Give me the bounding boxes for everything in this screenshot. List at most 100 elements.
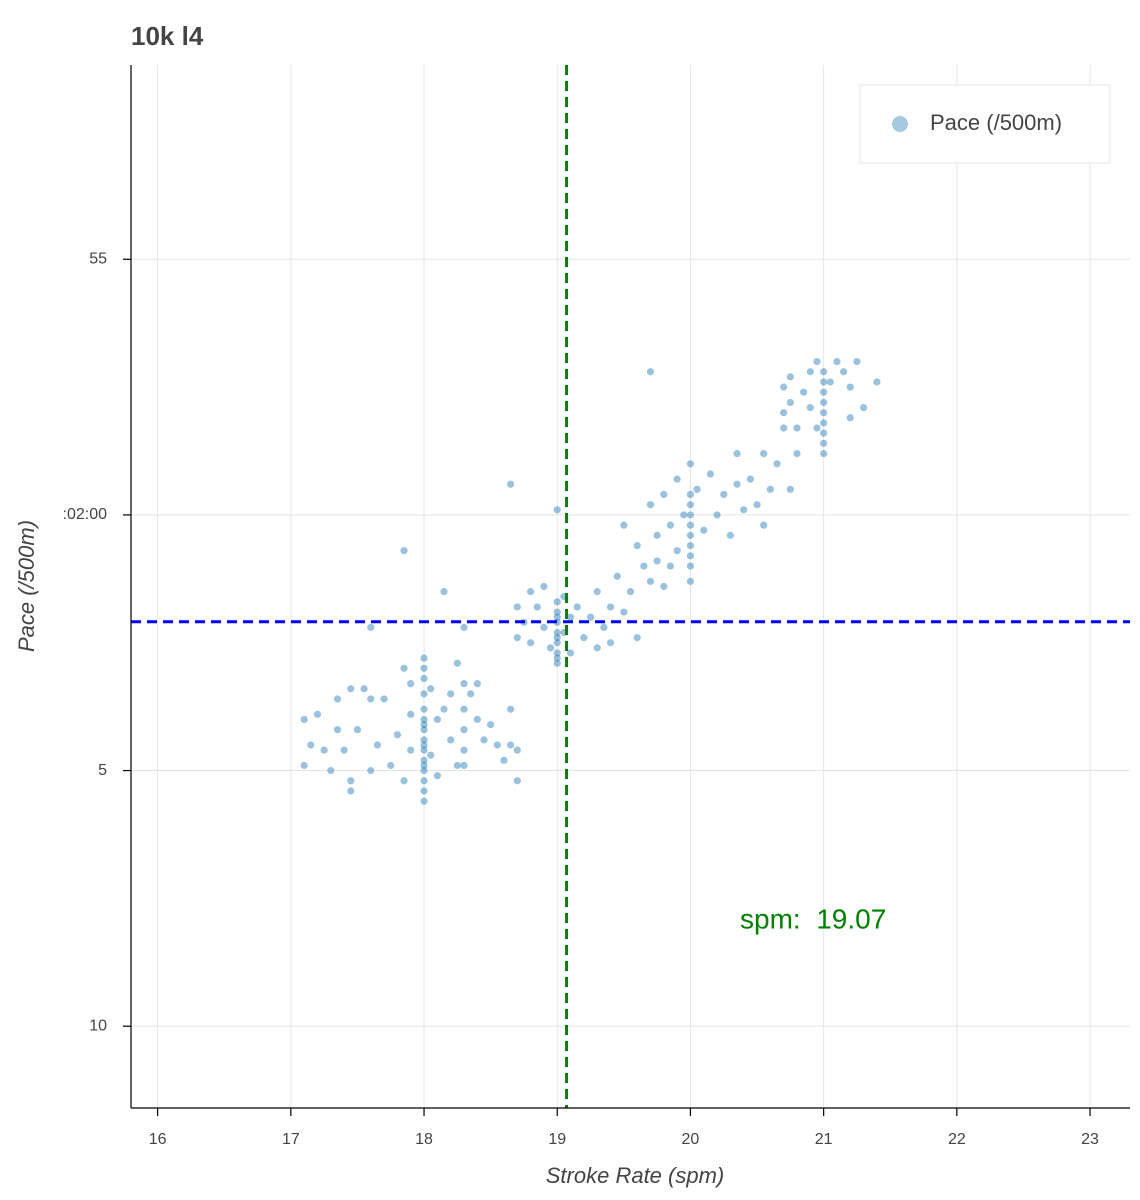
- point: [540, 582, 548, 591]
- point: [553, 634, 561, 642]
- point: [353, 726, 362, 734]
- point: [686, 541, 695, 550]
- point: [786, 485, 794, 493]
- chart-title: 10k l4: [131, 21, 204, 51]
- point: [613, 572, 621, 580]
- y-tick-label: :02:00: [63, 506, 108, 523]
- point: [686, 521, 695, 529]
- x-tick-label: 16: [149, 1131, 167, 1148]
- point: [420, 720, 428, 729]
- point: [706, 470, 715, 478]
- point: [420, 674, 428, 683]
- point: [420, 726, 428, 734]
- point: [300, 715, 308, 724]
- y-tick-label: 10: [89, 1017, 107, 1034]
- point: [546, 644, 555, 652]
- x-tick-label: 21: [815, 1131, 833, 1148]
- point: [420, 690, 428, 698]
- point: [580, 634, 588, 642]
- point: [633, 634, 641, 642]
- point: [753, 501, 761, 509]
- point: [433, 772, 441, 780]
- legend-marker: [892, 116, 908, 132]
- point: [686, 531, 695, 539]
- point: [620, 608, 628, 616]
- point: [407, 680, 415, 688]
- point: [653, 531, 661, 539]
- point: [553, 628, 561, 637]
- point: [593, 644, 601, 652]
- point: [320, 746, 328, 754]
- point: [646, 368, 655, 376]
- point: [833, 357, 841, 366]
- point: [813, 424, 821, 432]
- point: [686, 501, 695, 509]
- point: [473, 680, 481, 688]
- point: [347, 787, 355, 795]
- point: [440, 705, 448, 713]
- reference-lines: [131, 65, 1130, 1108]
- point: [507, 705, 515, 713]
- point: [626, 588, 635, 596]
- point: [347, 685, 355, 693]
- point: [673, 475, 681, 483]
- point: [646, 501, 655, 509]
- point: [773, 460, 781, 468]
- point: [606, 603, 615, 611]
- point: [846, 414, 854, 422]
- point: [573, 603, 581, 611]
- point: [853, 357, 861, 366]
- point: [333, 726, 342, 734]
- point: [686, 552, 695, 560]
- point: [433, 715, 441, 724]
- point: [460, 705, 468, 713]
- point: [760, 521, 768, 529]
- point: [566, 613, 575, 621]
- point: [820, 378, 828, 386]
- point: [420, 654, 428, 662]
- point: [400, 664, 408, 672]
- point: [453, 761, 461, 770]
- point: [680, 511, 688, 519]
- point: [500, 756, 508, 764]
- point: [420, 797, 428, 805]
- point: [513, 603, 521, 611]
- point: [420, 787, 428, 795]
- y-tick-label: 5: [98, 762, 107, 779]
- point: [633, 541, 641, 550]
- point: [507, 480, 515, 488]
- point: [780, 383, 788, 391]
- point: [860, 403, 868, 412]
- point: [800, 388, 808, 396]
- point: [373, 741, 382, 749]
- point: [666, 521, 675, 529]
- point: [313, 710, 322, 718]
- point: [820, 439, 828, 447]
- point: [620, 521, 628, 529]
- point: [553, 649, 561, 657]
- point: [686, 490, 695, 499]
- point: [307, 741, 315, 749]
- point: [766, 485, 774, 493]
- point: [540, 623, 548, 632]
- point: [780, 409, 788, 417]
- x-tick-label: 22: [948, 1131, 966, 1148]
- y-axis-label: Pace (/500m): [14, 520, 39, 652]
- point: [367, 766, 375, 775]
- point: [733, 480, 741, 488]
- points: [300, 357, 881, 805]
- point: [820, 409, 828, 417]
- point: [666, 562, 675, 570]
- point: [420, 741, 428, 749]
- point: [806, 403, 814, 412]
- point: [713, 511, 721, 519]
- point: [760, 449, 768, 458]
- point: [600, 623, 608, 632]
- point: [487, 720, 495, 729]
- point: [686, 460, 695, 468]
- point: [553, 654, 561, 662]
- point: [640, 562, 648, 570]
- point: [460, 726, 468, 734]
- point: [393, 731, 401, 739]
